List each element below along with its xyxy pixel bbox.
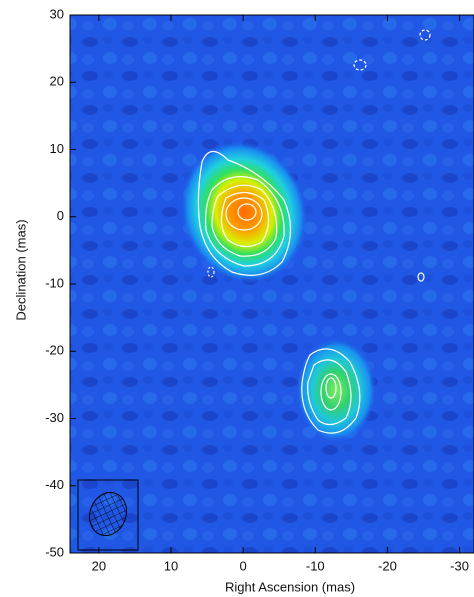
- y-tick-label: 10: [50, 141, 64, 156]
- x-axis-label: Right Ascension (mas): [225, 579, 355, 594]
- y-tick-label: -50: [45, 544, 64, 559]
- map: [70, 15, 474, 553]
- x-tick-label: 10: [164, 558, 178, 573]
- y-tick-label: -30: [45, 410, 64, 425]
- x-tick-label: -30: [450, 558, 469, 573]
- y-tick-label: 20: [50, 74, 64, 89]
- x-tick-label: -20: [378, 558, 397, 573]
- y-tick-label: -10: [45, 275, 64, 290]
- x-tick-label: 0: [240, 558, 247, 573]
- y-tick-label: -20: [45, 343, 64, 358]
- y-tick-label: 30: [50, 6, 64, 21]
- y-tick-label: 0: [57, 208, 64, 223]
- y-tick-label: -40: [45, 477, 64, 492]
- x-tick-label: 20: [92, 558, 106, 573]
- x-tick-label: -10: [306, 558, 325, 573]
- y-axis-label: Declination (mas): [13, 219, 28, 320]
